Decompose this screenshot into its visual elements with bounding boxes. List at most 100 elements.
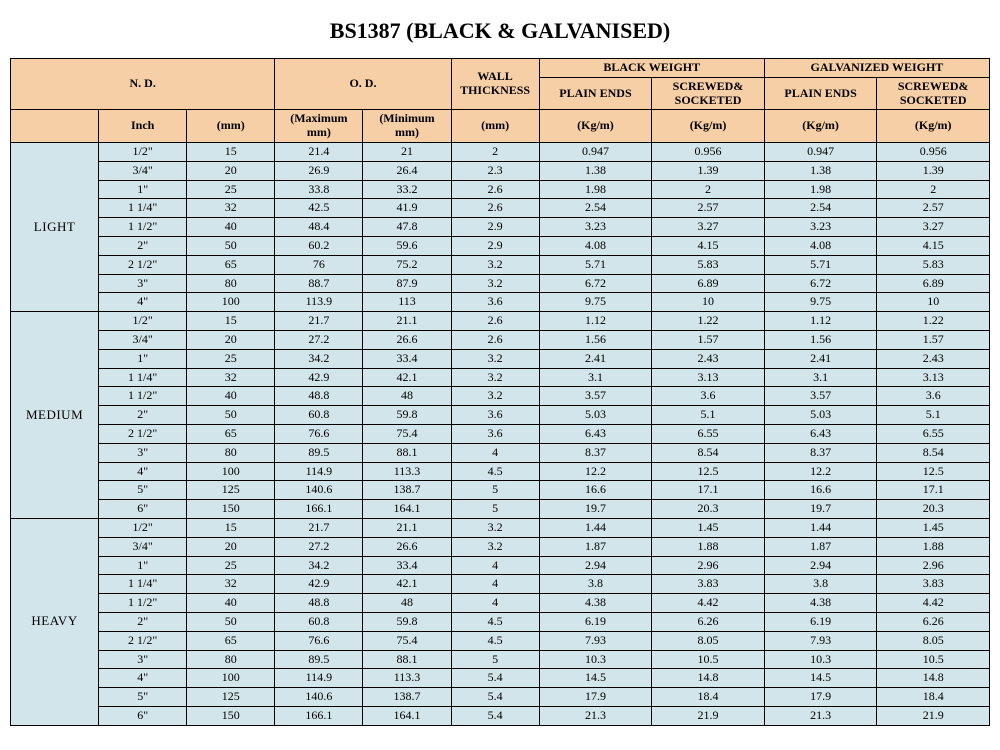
data-cell: 3" (99, 650, 187, 669)
data-cell: 15 (187, 518, 275, 537)
data-cell: 2.54 (764, 199, 877, 218)
data-cell: 12.2 (764, 462, 877, 481)
data-cell: 8.54 (652, 443, 765, 462)
table-row: 3"8089.588.1510.310.510.310.5 (11, 650, 990, 669)
data-cell: 2 1/2" (99, 631, 187, 650)
data-cell: 1" (99, 180, 187, 199)
data-cell: 40 (187, 218, 275, 237)
data-cell: 18.4 (877, 688, 990, 707)
data-cell: 15 (187, 142, 275, 161)
data-cell: 140.6 (275, 481, 363, 500)
spec-table: N. D.O. D.WALLTHICKNESSBLACK WEIGHTGALVA… (10, 58, 990, 726)
data-cell: 65 (187, 631, 275, 650)
data-cell: 1.88 (877, 537, 990, 556)
data-cell: 6.55 (877, 424, 990, 443)
data-cell: 3.57 (764, 387, 877, 406)
data-cell: 89.5 (275, 650, 363, 669)
data-cell: 20 (187, 330, 275, 349)
table-row: 2 1/2"657675.23.25.715.835.715.83 (11, 255, 990, 274)
data-cell: 4.42 (652, 594, 765, 613)
data-cell: 10.3 (539, 650, 652, 669)
data-cell: 2.94 (539, 556, 652, 575)
data-cell: 4" (99, 293, 187, 312)
data-cell: 2" (99, 236, 187, 255)
data-cell: 75.4 (363, 424, 451, 443)
data-cell: 5.71 (539, 255, 652, 274)
data-cell: 5.4 (451, 706, 539, 725)
data-cell: 5.83 (877, 255, 990, 274)
table-row: 1 1/2"4048.8483.23.573.63.573.6 (11, 387, 990, 406)
data-cell: 2.54 (539, 199, 652, 218)
data-cell: 21.3 (539, 706, 652, 725)
data-cell: 5" (99, 481, 187, 500)
data-cell: 1.44 (539, 518, 652, 537)
column-header: (Kg/m) (764, 110, 877, 143)
data-cell: 89.5 (275, 443, 363, 462)
data-cell: 164.1 (363, 500, 451, 519)
table-row: 2"5060.859.83.65.035.15.035.1 (11, 406, 990, 425)
table-row: HEAVY1/2"1521.721.13.21.441.451.441.45 (11, 518, 990, 537)
category-cell: LIGHT (11, 142, 99, 311)
data-cell: 20.3 (652, 500, 765, 519)
data-cell: 5.03 (764, 406, 877, 425)
data-cell: 125 (187, 481, 275, 500)
table-row: MEDIUM1/2"1521.721.12.61.121.221.121.22 (11, 312, 990, 331)
data-cell: 26.6 (363, 537, 451, 556)
data-cell: 17.9 (539, 688, 652, 707)
data-cell: 3.8 (539, 575, 652, 594)
data-cell: 40 (187, 594, 275, 613)
data-cell: 3.2 (451, 349, 539, 368)
data-cell: 5.83 (652, 255, 765, 274)
data-cell: 10 (877, 293, 990, 312)
data-cell: 21.9 (652, 706, 765, 725)
column-header: PLAIN ENDS (764, 77, 877, 110)
data-cell: 3/4" (99, 537, 187, 556)
data-cell: 1.87 (764, 537, 877, 556)
data-cell: 3.13 (652, 368, 765, 387)
data-cell: 60.8 (275, 406, 363, 425)
table-row: 1"2534.233.43.22.412.432.412.43 (11, 349, 990, 368)
data-cell: 3.2 (451, 274, 539, 293)
data-cell: 3.6 (451, 293, 539, 312)
data-cell: 1.88 (652, 537, 765, 556)
data-cell: 113.9 (275, 293, 363, 312)
data-cell: 100 (187, 293, 275, 312)
data-cell: 2.9 (451, 218, 539, 237)
table-row: 3"8088.787.93.26.726.896.726.89 (11, 274, 990, 293)
data-cell: 16.6 (764, 481, 877, 500)
data-cell: 20 (187, 537, 275, 556)
data-cell: 6.72 (539, 274, 652, 293)
data-cell: 140.6 (275, 688, 363, 707)
data-cell: 3.27 (877, 218, 990, 237)
data-cell: 3.2 (451, 368, 539, 387)
data-cell: 21 (363, 142, 451, 161)
data-cell: 26.4 (363, 161, 451, 180)
table-row: 4"100114.9113.34.512.212.512.212.5 (11, 462, 990, 481)
data-cell: 2.6 (451, 180, 539, 199)
data-cell: 3.6 (451, 406, 539, 425)
data-cell: 3/4" (99, 330, 187, 349)
data-cell: 6" (99, 706, 187, 725)
data-cell: 1 1/2" (99, 387, 187, 406)
data-cell: 2.41 (539, 349, 652, 368)
data-cell: 12.2 (539, 462, 652, 481)
table-row: 1 1/4"3242.541.92.62.542.572.542.57 (11, 199, 990, 218)
data-cell: 16.6 (539, 481, 652, 500)
data-cell: 3.6 (451, 424, 539, 443)
data-cell: 5" (99, 688, 187, 707)
data-cell: 42.9 (275, 575, 363, 594)
column-header: (Kg/m) (652, 110, 765, 143)
data-cell: 2.43 (652, 349, 765, 368)
data-cell: 0.947 (764, 142, 877, 161)
data-cell: 150 (187, 500, 275, 519)
data-cell: 4" (99, 669, 187, 688)
data-cell: 27.2 (275, 330, 363, 349)
data-cell: 1 1/4" (99, 368, 187, 387)
data-cell: 1.44 (764, 518, 877, 537)
table-row: 3/4"2027.226.62.61.561.571.561.57 (11, 330, 990, 349)
data-cell: 0.956 (877, 142, 990, 161)
data-cell: 21.4 (275, 142, 363, 161)
page-title: BS1387 (BLACK & GALVANISED) (10, 18, 990, 44)
data-cell: 8.37 (539, 443, 652, 462)
data-cell: 150 (187, 706, 275, 725)
